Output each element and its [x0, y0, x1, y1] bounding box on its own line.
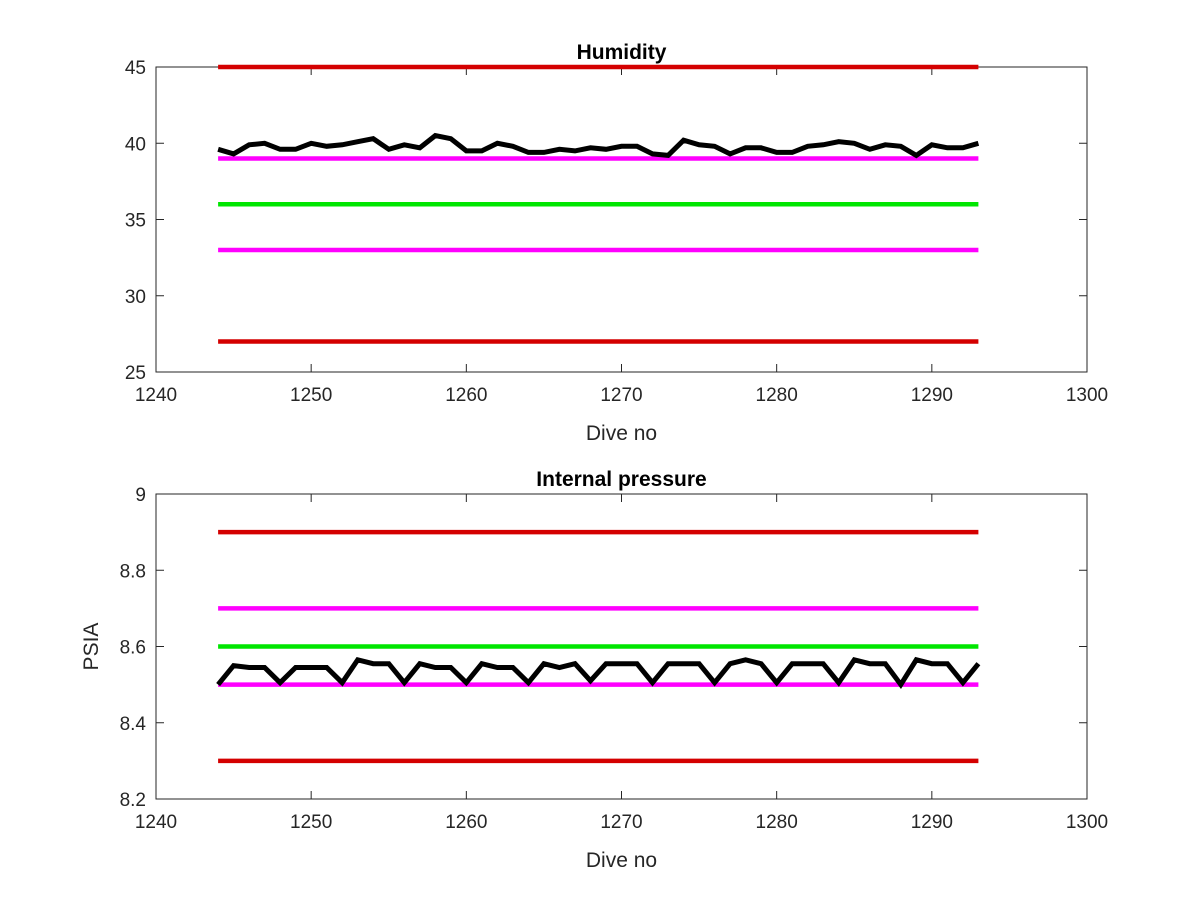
y-tick-label: 30 [125, 287, 146, 308]
x-tick-label: 1270 [600, 385, 642, 406]
y-axis-label: PSIA [80, 623, 103, 671]
y-tick-label: 9 [135, 485, 146, 506]
plot-area [155, 66, 1088, 373]
x-tick-label: 1250 [290, 812, 332, 833]
x-tick-label: 1290 [911, 385, 953, 406]
x-tick-label: 1270 [600, 812, 642, 833]
chart-title: Internal pressure [536, 468, 706, 491]
x-tick-label: 1300 [1066, 385, 1108, 406]
chart-panel-2: 1240 1250 1260 1270 1280 1290 1300 8.2 8.4 8.6 8.8… [80, 468, 1108, 872]
chart-title: Humidity [577, 41, 667, 64]
chart-panel-1: 1240 1250 1260 1270 1280 1290 1300 25 30 35 40 45 Hu… [125, 41, 1108, 445]
y-tick-label: 8.2 [120, 790, 146, 811]
x-tick-label: 1280 [756, 812, 798, 833]
y-tick-label: 40 [125, 134, 146, 155]
y-tick-label: 8.6 [120, 638, 146, 659]
x-tick-label: 1260 [445, 385, 487, 406]
y-tick-label: 8.4 [120, 714, 147, 735]
data-series-line [216, 656, 981, 690]
data-series-line [217, 132, 980, 159]
y-tick-label: 8.8 [120, 561, 146, 582]
x-tick-label: 1240 [135, 385, 177, 406]
x-tick-label: 1300 [1066, 812, 1108, 833]
x-tick-label: 1260 [445, 812, 487, 833]
x-tick-label: 1240 [135, 812, 177, 833]
y-tick-label: 35 [125, 211, 146, 232]
x-axis-label: Dive no [586, 849, 657, 872]
x-axis-label: Dive no [586, 422, 657, 445]
y-tick-label: 45 [125, 58, 146, 79]
y-tick-label: 25 [125, 363, 146, 384]
x-tick-label: 1250 [290, 385, 332, 406]
x-tick-label: 1280 [756, 385, 798, 406]
x-tick-label: 1290 [911, 812, 953, 833]
